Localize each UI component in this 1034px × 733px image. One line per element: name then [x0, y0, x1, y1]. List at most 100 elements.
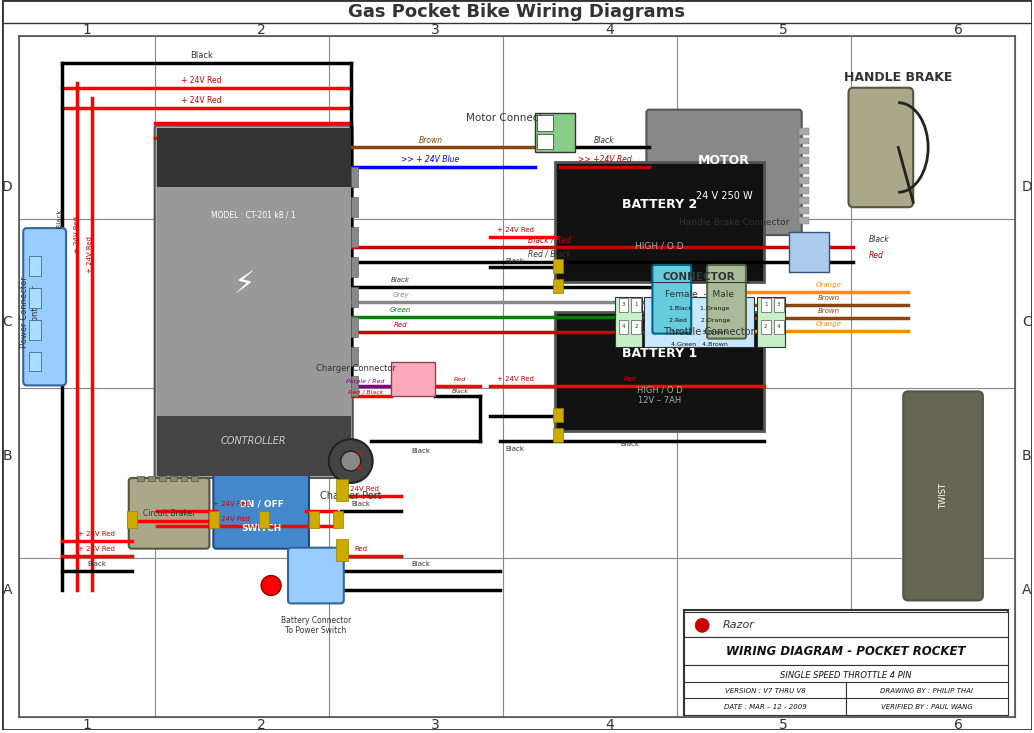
Text: 6: 6	[953, 718, 963, 732]
Bar	[29, 256, 41, 276]
FancyBboxPatch shape	[288, 548, 343, 603]
FancyBboxPatch shape	[213, 473, 309, 549]
Text: Black: Black	[410, 561, 430, 567]
Text: + 24V Red: + 24V Red	[213, 501, 250, 507]
Text: SINGLE SPEED THROTTLE 4 PIN: SINGLE SPEED THROTTLE 4 PIN	[781, 671, 912, 679]
Text: 1.Black    1.Orange: 1.Black 1.Orange	[669, 306, 729, 312]
Bar	[798, 217, 809, 224]
Text: ⚡: ⚡	[234, 270, 254, 299]
Text: >> +24V Red: >> +24V Red	[578, 155, 632, 164]
Bar	[846, 682, 1008, 699]
Circle shape	[262, 575, 281, 595]
Bar	[2, 0, 1032, 23]
Text: Gas Pocket Bike Wiring Diagrams: Gas Pocket Bike Wiring Diagrams	[348, 3, 686, 21]
Text: Brown: Brown	[419, 136, 443, 144]
Bar	[156, 128, 351, 188]
Bar	[29, 288, 41, 308]
Bar	[773, 298, 784, 312]
Bar	[391, 361, 435, 397]
Text: Orange: Orange	[816, 282, 842, 288]
Bar	[156, 188, 351, 416]
FancyBboxPatch shape	[904, 391, 983, 600]
Text: Red: Red	[624, 377, 636, 383]
Text: CONNECTOR: CONNECTOR	[663, 272, 735, 282]
Text: Brown: Brown	[818, 295, 840, 301]
Bar	[685, 637, 1008, 665]
Bar	[553, 428, 562, 442]
Text: THROTTLE: THROTTLE	[911, 611, 976, 620]
Circle shape	[329, 439, 372, 483]
FancyBboxPatch shape	[155, 125, 353, 478]
Text: Charger Connector: Charger Connector	[315, 364, 396, 374]
FancyBboxPatch shape	[707, 265, 746, 339]
Text: BATTERY 2: BATTERY 2	[621, 198, 697, 210]
Text: Charger Port: Charger Port	[320, 491, 382, 501]
Bar	[260, 511, 269, 528]
Bar	[685, 611, 1008, 715]
Text: A: A	[2, 583, 12, 597]
FancyBboxPatch shape	[646, 110, 801, 235]
FancyBboxPatch shape	[555, 163, 764, 282]
Text: A: A	[1022, 583, 1032, 597]
Text: + 24V Red: + 24V Red	[181, 75, 221, 85]
Text: + 24V Red: + 24V Red	[496, 377, 534, 383]
Bar	[351, 257, 358, 277]
Bar	[336, 479, 347, 501]
Text: Purple / Red: Purple / Red	[346, 380, 385, 384]
Text: + 24V Red: + 24V Red	[181, 96, 221, 105]
Bar	[537, 133, 553, 150]
Text: B: B	[2, 449, 12, 463]
FancyBboxPatch shape	[652, 265, 691, 334]
Text: + 24V Red: + 24V Red	[79, 531, 116, 537]
Text: B: B	[1022, 449, 1032, 463]
Text: C: C	[1022, 314, 1032, 328]
Bar	[553, 408, 562, 422]
FancyBboxPatch shape	[849, 88, 913, 207]
Text: + 24V Red: + 24V Red	[74, 216, 80, 253]
Text: Battery Connector
To Power Switch: Battery Connector To Power Switch	[281, 616, 351, 635]
Bar	[148, 476, 155, 481]
Bar	[618, 320, 629, 334]
Text: MODEL : CT-201 k8 / 1: MODEL : CT-201 k8 / 1	[211, 210, 296, 219]
Text: 1: 1	[635, 302, 638, 307]
Text: BATTERY 1: BATTERY 1	[621, 347, 697, 360]
Bar	[761, 320, 771, 334]
Bar	[632, 320, 641, 334]
Text: Red: Red	[454, 377, 466, 383]
Text: C: C	[2, 314, 12, 328]
Bar	[798, 128, 809, 135]
Circle shape	[341, 451, 361, 471]
Text: 4: 4	[605, 23, 614, 37]
Bar	[158, 476, 165, 481]
Text: + 24V Red: + 24V Red	[79, 545, 116, 552]
Text: Red: Red	[869, 251, 883, 260]
Text: B: B	[357, 465, 361, 471]
Text: Grey: Grey	[392, 292, 408, 298]
Bar	[798, 147, 809, 155]
Text: HIGH / O D: HIGH / O D	[635, 242, 683, 251]
Bar	[685, 612, 1008, 637]
Text: 24 V 250 W: 24 V 250 W	[696, 191, 753, 202]
Text: 2: 2	[635, 324, 638, 329]
Bar	[127, 511, 136, 528]
Bar	[798, 167, 809, 174]
Text: CONTROLLER: CONTROLLER	[221, 436, 286, 446]
Text: 2: 2	[256, 23, 266, 37]
Text: HIGH / O D
12V – 7AH: HIGH / O D 12V – 7AH	[637, 386, 682, 405]
Bar	[773, 320, 784, 334]
Bar	[333, 511, 343, 528]
Bar	[170, 476, 177, 481]
Bar	[685, 682, 846, 699]
Text: + 24V Red: + 24V Red	[213, 516, 250, 522]
Bar	[798, 207, 809, 214]
Bar	[181, 476, 187, 481]
Text: Brown: Brown	[818, 308, 840, 314]
Bar	[351, 377, 358, 397]
FancyBboxPatch shape	[23, 228, 66, 386]
Text: 2: 2	[764, 324, 767, 329]
Text: + 24V Red: + 24V Red	[342, 486, 379, 492]
Bar	[798, 138, 809, 144]
Bar	[757, 297, 785, 347]
Bar	[309, 511, 318, 528]
Text: Black: Black	[352, 501, 370, 507]
